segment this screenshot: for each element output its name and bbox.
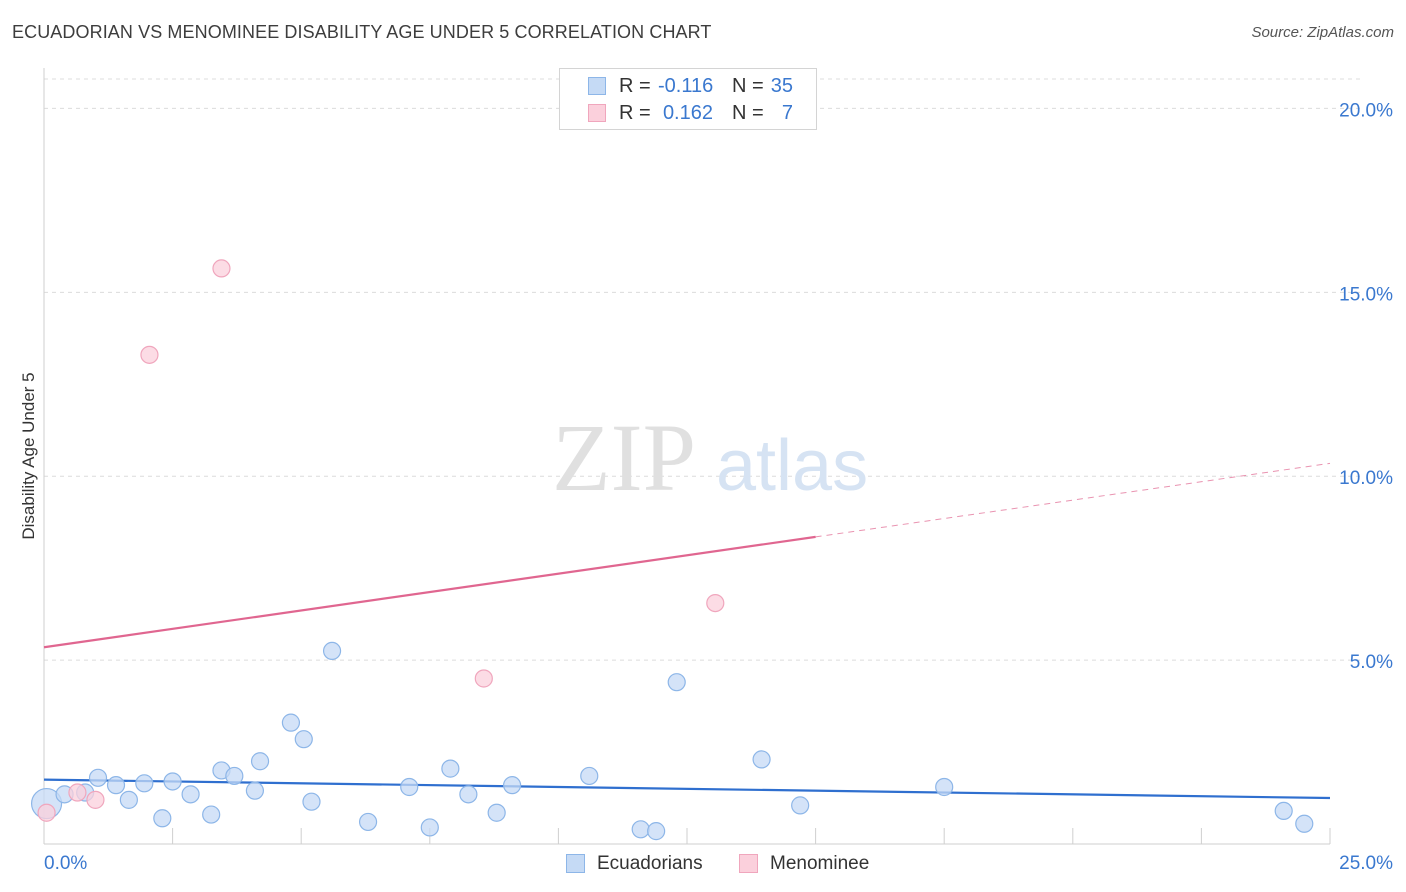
point-ecuadorians: [135, 774, 154, 793]
x-axis-ticks: [172, 828, 1331, 844]
point-ecuadorians: [459, 785, 478, 804]
ecuadorians-swatch: [588, 77, 606, 95]
legend-label: Menominee: [770, 853, 870, 874]
n-label: N =: [732, 75, 764, 97]
point-ecuadorians: [163, 772, 182, 791]
point-ecuadorians: [580, 766, 599, 786]
n-value: 7: [781, 102, 793, 124]
point-ecuadorians: [631, 820, 650, 839]
menominee-swatch: [588, 104, 606, 122]
point-menominee: [86, 790, 105, 809]
point-ecuadorians: [106, 776, 126, 795]
y-tick-label: 20.0%: [1339, 100, 1393, 121]
ecuadorians-legend-swatch: [566, 854, 585, 873]
r-label: R =: [619, 75, 651, 97]
y-tick-label: 15.0%: [1339, 284, 1393, 305]
point-ecuadorians: [181, 785, 200, 804]
point-ecuadorians: [225, 766, 244, 786]
r-label: R =: [619, 102, 651, 124]
point-menominee: [474, 669, 493, 688]
chart-title: ECUADORIAN VS MENOMINEE DISABILITY AGE U…: [12, 22, 712, 42]
point-ecuadorians: [667, 673, 686, 692]
source-label: Source: ZipAtlas.com: [1251, 24, 1394, 41]
stats-row-ecuadorians: R = -0.116 N = 35: [560, 72, 816, 98]
point-ecuadorians: [245, 781, 265, 800]
point-ecuadorians: [441, 759, 460, 778]
y-tick-label: 10.0%: [1339, 468, 1393, 489]
point-ecuadorians: [400, 777, 419, 797]
trend-extension-menominee: [815, 462, 1331, 538]
point-menominee: [212, 259, 231, 278]
point-ecuadorians: [647, 822, 666, 841]
point-ecuadorians: [153, 809, 172, 828]
point-ecuadorians: [420, 818, 439, 837]
point-ecuadorians: [88, 768, 108, 787]
n-label: N =: [732, 102, 764, 124]
point-ecuadorians: [119, 790, 138, 809]
point-ecuadorians: [487, 803, 506, 822]
stats-row-menominee: R = 0.162 N = 7: [560, 99, 816, 125]
x-axis-tick-labels: 0.0% 25.0%: [44, 853, 1393, 874]
point-ecuadorians: [281, 713, 301, 732]
y-axis-tick-labels: 5.0% 10.0% 15.0% 20.0%: [1339, 100, 1393, 673]
point-ecuadorians: [791, 796, 810, 815]
x-tick-label: 0.0%: [44, 853, 87, 874]
menominee-legend-swatch: [739, 854, 758, 873]
r-value: 0.162: [662, 102, 713, 124]
point-ecuadorians: [1274, 801, 1293, 820]
point-menominee: [140, 345, 159, 364]
trend-line-menominee: [43, 535, 816, 649]
point-ecuadorians: [752, 750, 771, 769]
point-menominee: [37, 803, 56, 822]
point-menominee: [706, 593, 725, 613]
r-value: -0.116: [658, 75, 714, 97]
data-points: [30, 259, 1314, 841]
point-ecuadorians: [294, 730, 313, 749]
y-axis-label: Disability Age Under 5: [19, 372, 38, 539]
legend-label: Ecuadorians: [597, 853, 703, 874]
watermark-zip: ZIP: [552, 404, 696, 511]
watermark: ZIP atlas: [552, 404, 868, 511]
n-value: 35: [770, 75, 793, 97]
trend-lines: [43, 462, 1331, 800]
point-ecuadorians: [302, 792, 321, 811]
watermark-atlas: atlas: [716, 426, 868, 506]
point-ecuadorians: [935, 777, 954, 797]
point-ecuadorians: [503, 776, 522, 795]
series-legend: Ecuadorians Menominee: [0, 852, 1406, 878]
point-ecuadorians: [358, 812, 378, 832]
stats-legend: R = -0.116 N = 35 R = 0.162 N = 7: [559, 68, 817, 130]
gridlines: [44, 78, 1360, 661]
point-ecuadorians: [1295, 814, 1314, 833]
point-ecuadorians: [250, 752, 270, 771]
point-ecuadorians: [322, 641, 342, 661]
point-menominee: [68, 783, 87, 802]
x-tick-label: 25.0%: [1339, 853, 1393, 874]
point-ecuadorians: [202, 805, 221, 824]
y-tick-label: 5.0%: [1350, 652, 1393, 673]
